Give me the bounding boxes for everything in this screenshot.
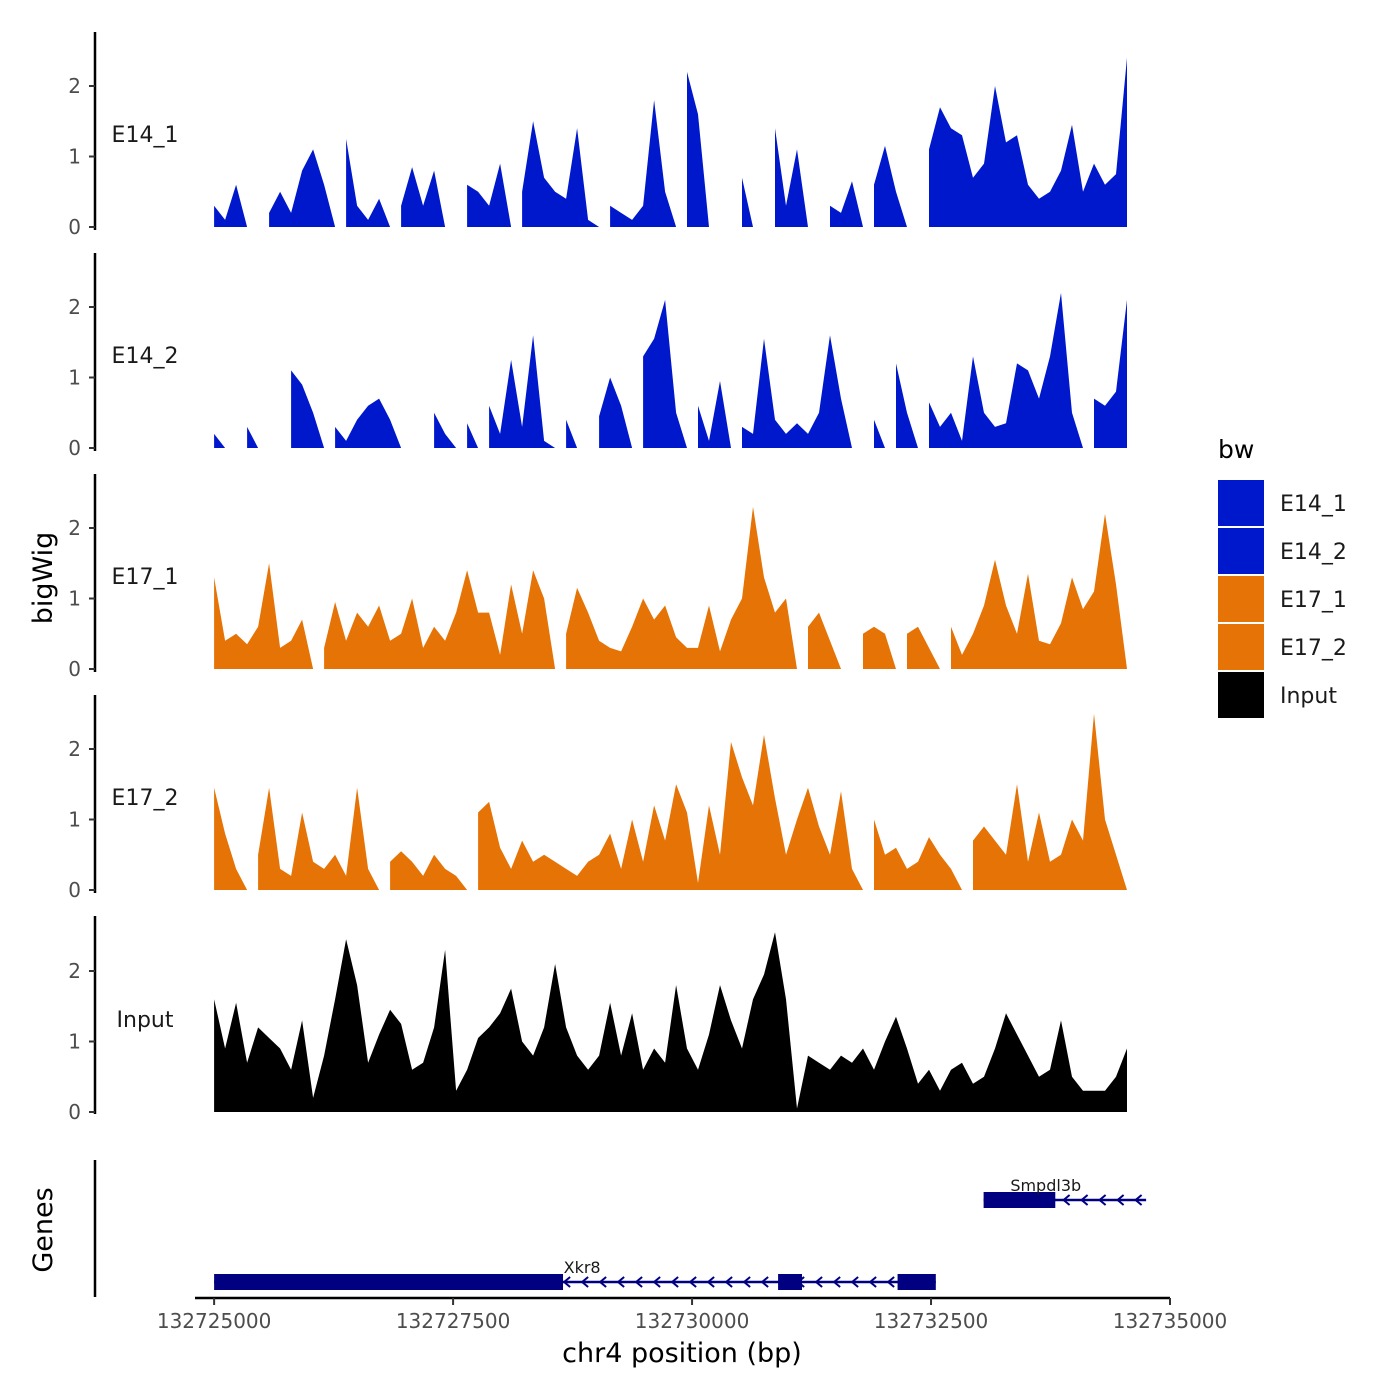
track-label: E14_2 (112, 344, 179, 369)
strand-arrow (886, 1276, 895, 1288)
x-tick-label: 132730000 (635, 1309, 750, 1333)
legend-swatch (1218, 624, 1264, 670)
legend-label: E14_2 (1280, 540, 1347, 565)
legend: bw E14_1 E14_2 E17_1 E17_2 Input (1218, 435, 1347, 718)
strand-arrow (1134, 1194, 1143, 1206)
track-e14-2: 0 1 2 E14_2 (68, 253, 1128, 460)
track-e17-2: 0 1 2 E17_2 (68, 695, 1128, 902)
coverage-area-e14-2 (214, 292, 1128, 448)
track-label: Input (117, 1008, 174, 1033)
legend-item-e14-1: E14_1 (1218, 480, 1347, 526)
strand-arrow (616, 1276, 625, 1288)
y-axis-title: bigWig (28, 532, 59, 625)
legend-swatch (1218, 480, 1264, 526)
legend-swatch (1218, 672, 1264, 718)
strand-arrow (598, 1276, 607, 1288)
x-axis-title: chr4 position (bp) (562, 1338, 802, 1369)
strand-arrow (760, 1276, 769, 1288)
legend-item-e14-2: E14_2 (1218, 528, 1347, 574)
legend-label: E14_1 (1280, 492, 1347, 517)
strand-arrow (814, 1276, 823, 1288)
legend-swatch (1218, 576, 1264, 622)
strand-arrow (868, 1276, 877, 1288)
legend-item-input: Input (1218, 672, 1337, 718)
legend-item-e17-2: E17_2 (1218, 624, 1347, 670)
y-tick-label: 0 (68, 878, 81, 902)
x-tick-label: 132735000 (1113, 1309, 1228, 1333)
legend-item-e17-1: E17_1 (1218, 576, 1347, 622)
y-tick-label: 2 (68, 737, 81, 761)
strand-arrow (742, 1276, 751, 1288)
strand-arrow (562, 1276, 571, 1288)
x-tick-label: 132725000 (157, 1309, 272, 1333)
gene-smpdl3b: Smpdl3b (983, 1176, 1147, 1208)
strand-arrow (850, 1276, 859, 1288)
track-label: E17_2 (112, 786, 179, 811)
y-tick-label: 0 (68, 436, 81, 460)
gene-exon (778, 1274, 802, 1290)
track-e14-1: 0 1 2 E14_1 (68, 32, 1128, 239)
strand-arrow (1116, 1194, 1125, 1206)
x-axis: 132725000 132727500 132730000 132732500 1327… (157, 1296, 1228, 1333)
y-tick-label: 2 (68, 959, 81, 983)
strand-arrow (688, 1276, 697, 1288)
gene-xkr8: Xkr8 (214, 1258, 936, 1290)
legend-label: E17_1 (1280, 588, 1347, 613)
y-tick-label: 0 (68, 1100, 81, 1124)
y-tick-label: 0 (68, 215, 81, 239)
y-tick-label: 1 (68, 1030, 81, 1054)
strand-arrow (832, 1276, 841, 1288)
y-tick-label: 1 (68, 145, 81, 169)
legend-label: Input (1280, 684, 1337, 709)
coverage-area-e17-2 (214, 713, 1128, 890)
strand-arrow (634, 1276, 643, 1288)
gene-name-label: Smpdl3b (1010, 1176, 1081, 1195)
x-tick-label: 132732500 (874, 1309, 989, 1333)
gene-exon (897, 1274, 936, 1290)
gene-exon (214, 1274, 564, 1290)
y-tick-label: 0 (68, 657, 81, 681)
strand-arrow (652, 1276, 661, 1288)
x-tick-label: 132727500 (396, 1309, 511, 1333)
y-tick-label: 1 (68, 808, 81, 832)
gene-name-label: Xkr8 (564, 1258, 601, 1277)
track-e17-1: 0 1 2 E17_1 (68, 474, 1128, 681)
genes-axis-title: Genes (28, 1187, 59, 1272)
y-tick-label: 1 (68, 587, 81, 611)
coverage-area-e17-1 (214, 506, 1128, 669)
coverage-area-input (214, 932, 1128, 1112)
y-tick-label: 2 (68, 516, 81, 540)
y-tick-label: 1 (68, 366, 81, 390)
track-input: 0 1 2 Input (68, 916, 1128, 1124)
strand-arrow (724, 1276, 733, 1288)
legend-title: bw (1218, 435, 1254, 464)
track-label: E14_1 (112, 123, 179, 148)
legend-label: E17_2 (1280, 636, 1347, 661)
strand-arrow (706, 1276, 715, 1288)
bigwig-tracks: 0 1 2 E14_1 0 1 2 E14_2 0 1 2 E17_1 0 1 2 E17_2 0 1 2 Input (68, 32, 1128, 1124)
coverage-area-e14-1 (214, 57, 1128, 227)
genes-panel: Xkr8 Smpdl3b (93, 1160, 1147, 1297)
strand-arrow (1062, 1194, 1071, 1206)
legend-swatch (1218, 528, 1264, 574)
strand-arrow (580, 1276, 589, 1288)
y-tick-label: 2 (68, 295, 81, 319)
y-tick-label: 2 (68, 74, 81, 98)
gene-exon (983, 1192, 1056, 1208)
strand-arrow (1080, 1194, 1089, 1206)
strand-arrow (1098, 1194, 1107, 1206)
strand-arrow (670, 1276, 679, 1288)
track-label: E17_1 (112, 565, 179, 590)
